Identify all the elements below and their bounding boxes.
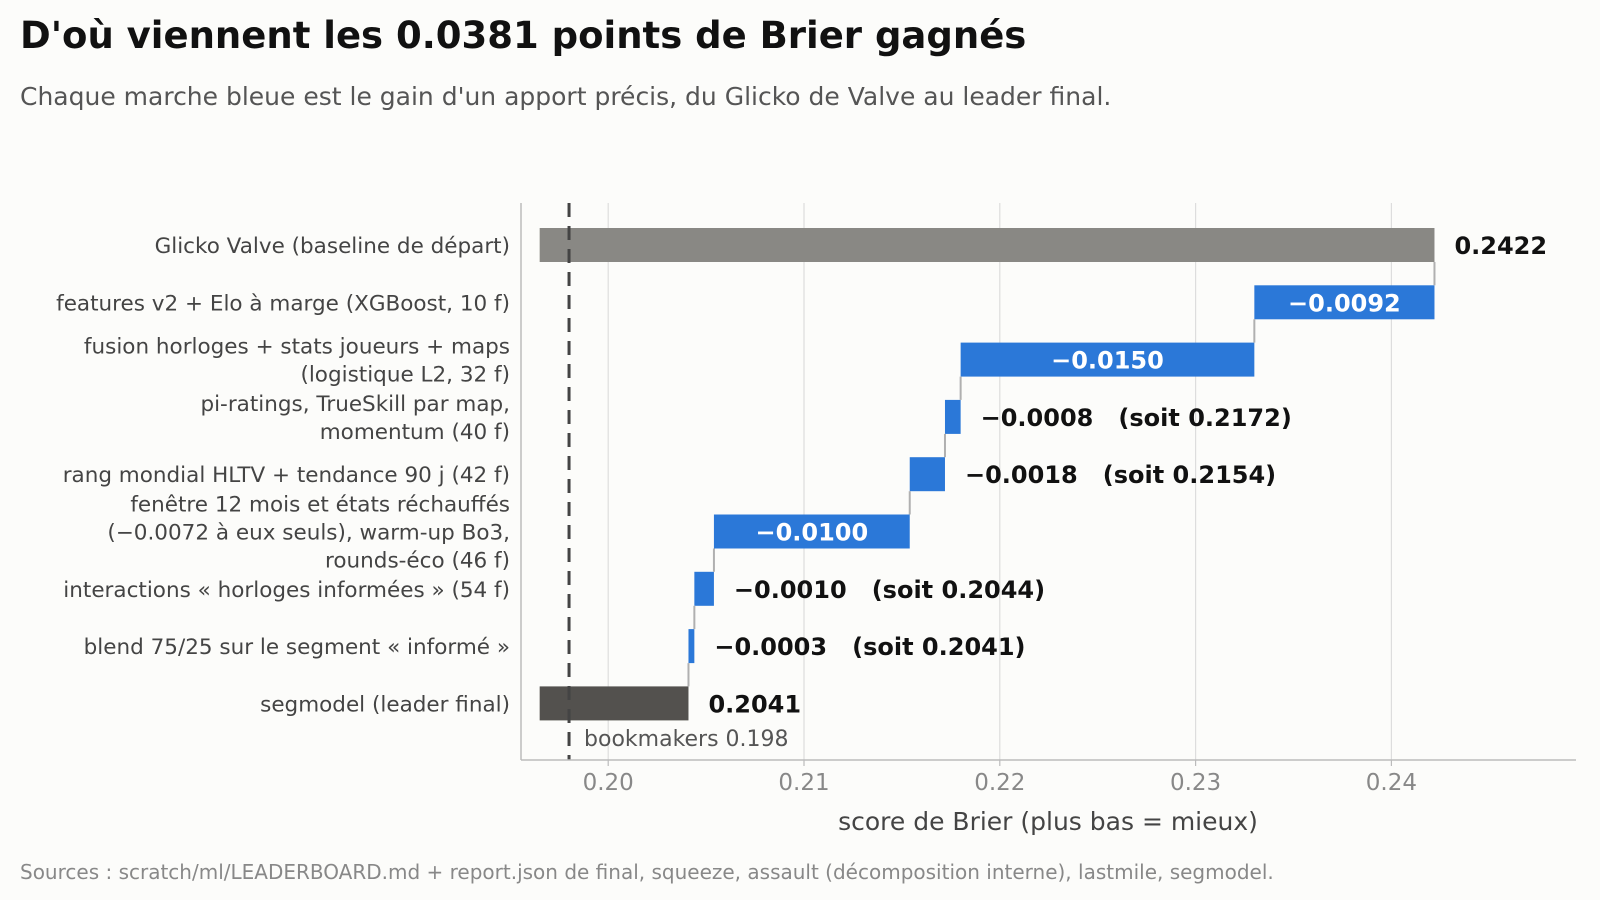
category-label: segmodel (leader final) bbox=[260, 692, 510, 717]
reference-line-label: bookmakers 0.198 bbox=[584, 727, 789, 752]
bar bbox=[539, 686, 689, 721]
category-label: (logistique L2, 32 f) bbox=[300, 363, 510, 388]
bar bbox=[713, 514, 910, 549]
x-tick-label: 0.22 bbox=[974, 770, 1025, 796]
x-tick-label: 0.21 bbox=[778, 770, 829, 796]
value-labels: 0.2422 −0.0092 −0.0150 −0.0008 (soit 0.2172… bbox=[708, 232, 1547, 718]
value-label: −0.0003 (soit 0.2041) bbox=[714, 633, 1025, 661]
bar bbox=[909, 457, 945, 492]
axes: 0.20 0.21 0.22 0.23 0.24 bbox=[520, 203, 1576, 796]
value-label: −0.0018 (soit 0.2154) bbox=[965, 461, 1276, 489]
category-labels: Glicko Valve (baseline de départ) feature… bbox=[56, 234, 510, 717]
value-label: −0.0008 (soit 0.2172) bbox=[981, 404, 1292, 432]
chart-title: D'où viennent les 0.0381 points de Brier… bbox=[20, 14, 1027, 57]
value-label: 0.2041 bbox=[708, 690, 801, 718]
category-label: Glicko Valve (baseline de départ) bbox=[155, 234, 510, 259]
bar bbox=[944, 399, 961, 434]
sources-note: Sources : scratch/ml/LEADERBOARD.md + re… bbox=[20, 860, 1274, 884]
category-label: momentum (40 f) bbox=[320, 420, 510, 445]
category-label: fenêtre 12 mois et états réchauffés bbox=[130, 493, 510, 518]
bar bbox=[694, 571, 714, 606]
category-label: (−0.0072 à eux seuls), warm-up Bo3, bbox=[107, 521, 510, 546]
value-label: 0.2422 bbox=[1454, 232, 1547, 260]
value-label: −0.0010 (soit 0.2044) bbox=[734, 576, 1045, 604]
bar bbox=[539, 228, 1435, 262]
category-label: features v2 + Elo à marge (XGBoost, 10 f… bbox=[56, 291, 510, 316]
category-label: rounds-éco (46 f) bbox=[325, 549, 510, 574]
bar bbox=[1254, 285, 1435, 320]
bar bbox=[688, 629, 695, 664]
category-label: rang mondial HLTV + tendance 90 j (42 f) bbox=[63, 463, 510, 488]
x-tick-label: 0.20 bbox=[583, 770, 634, 796]
x-tick-label: 0.23 bbox=[1170, 770, 1221, 796]
connectors bbox=[687, 262, 1436, 687]
x-axis-label: score de Brier (plus bas = mieux) bbox=[838, 807, 1258, 836]
value-label: −0.0150 bbox=[1051, 347, 1164, 375]
x-tick-label: 0.24 bbox=[1366, 770, 1417, 796]
chart-subtitle: Chaque marche bleue est le gain d'un app… bbox=[20, 82, 1112, 111]
bar bbox=[960, 342, 1255, 377]
value-label: −0.0092 bbox=[1288, 289, 1401, 317]
reference-line-group: bookmakers 0.198 bbox=[567, 203, 789, 760]
category-label: blend 75/25 sur le segment « informé » bbox=[84, 635, 510, 660]
value-label: −0.0100 bbox=[755, 519, 868, 547]
category-label: interactions « horloges informées » (54 … bbox=[63, 578, 510, 603]
bars bbox=[539, 228, 1435, 721]
category-label: fusion horloges + stats joueurs + maps bbox=[84, 335, 510, 360]
category-label: pi-ratings, TrueSkill par map, bbox=[200, 392, 510, 417]
